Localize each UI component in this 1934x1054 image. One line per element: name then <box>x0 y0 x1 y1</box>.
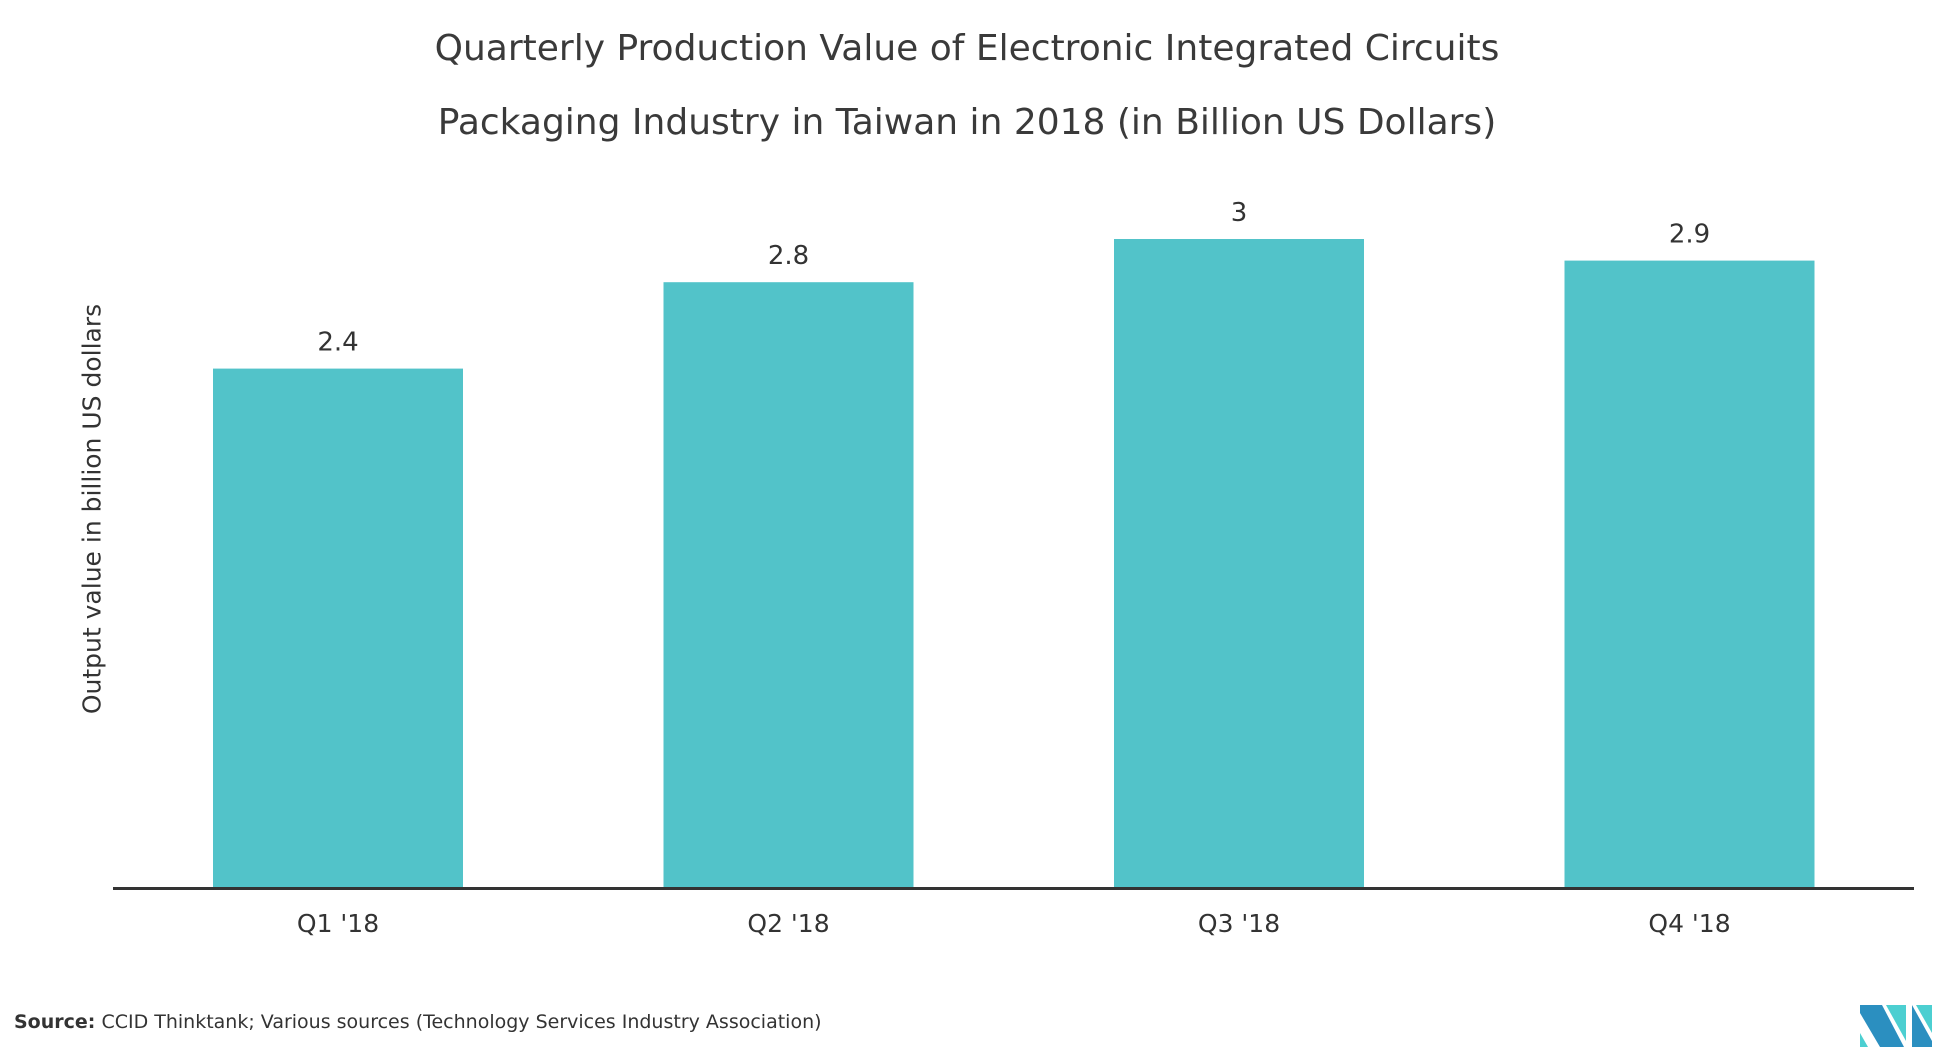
data-label-4: 2.9 <box>1669 220 1710 250</box>
brand-logo <box>1860 1005 1932 1047</box>
bar-1 <box>213 368 463 888</box>
x-tick-label-2: Q2 '18 <box>747 909 829 938</box>
bar-chart: 2.4 Q1 '18 2.8 Q2 '18 3 Q3 '18 2.9 Q4 '18 <box>113 198 1914 938</box>
data-label-2: 2.8 <box>768 241 809 271</box>
x-tick-label-4: Q4 '18 <box>1648 909 1730 938</box>
x-tick-label-1: Q1 '18 <box>297 909 379 938</box>
source-text: CCID Thinktank; Various sources (Technol… <box>101 1011 822 1033</box>
data-label-3: 3 <box>1231 198 1248 228</box>
source-label: Source: <box>14 1011 96 1033</box>
bar-2 <box>663 282 914 887</box>
chart-title-line-1: Quarterly Production Value of Electronic… <box>434 28 1500 69</box>
bar-4 <box>1564 260 1815 888</box>
x-tick-label-3: Q3 '18 <box>1198 909 1280 938</box>
data-label-1: 2.4 <box>317 328 358 358</box>
chart-title-line-2: Packaging Industry in Taiwan in 2018 (in… <box>437 102 1497 143</box>
source-note: Source: CCID Thinktank; Various sources … <box>14 1011 822 1033</box>
bar-3 <box>1114 239 1364 887</box>
